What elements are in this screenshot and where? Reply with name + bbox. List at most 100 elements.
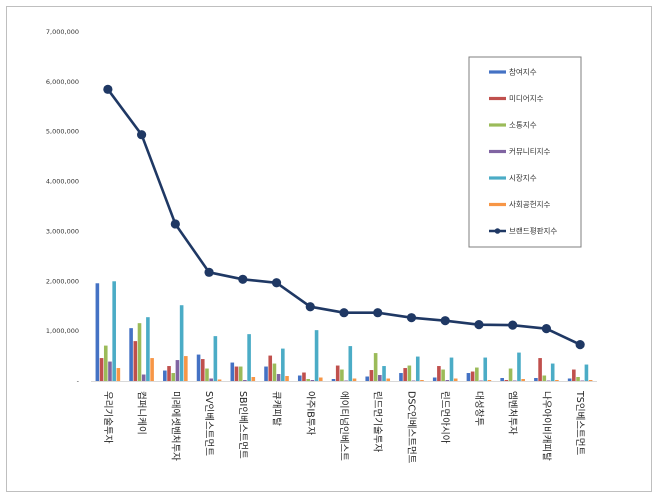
bar-6 [251,377,256,381]
bar-5 [314,330,319,381]
bar-5 [213,336,218,381]
bar-1 [534,378,538,381]
bar-6 [521,379,525,381]
category-label: 엠벤처투자 [507,391,519,435]
bar-1 [129,328,133,381]
bar-6 [116,368,121,381]
bar-3 [137,323,142,381]
legend-label: 커뮤니티지수 [509,147,550,156]
category-label: 큐캐피탈 [271,391,283,426]
bar-6 [555,380,559,381]
bar-3 [542,375,547,381]
legend-box [468,56,582,248]
bar-3 [508,368,513,381]
bar-1 [331,379,336,381]
bar-3 [306,379,310,381]
bar-6 [217,379,222,381]
legend-swatch [489,70,506,74]
chart-frame: - 1,000,000 2,000,000 3,000,000 4,000,000 5,0… [6,6,652,492]
category-label: 우리기술투자 [102,391,113,444]
bar-1 [230,362,235,381]
category-label: 대성창투 [473,391,484,426]
legend-swatch [489,202,506,207]
bar-5 [550,363,555,381]
bar-3 [373,353,378,381]
line-point [474,320,484,330]
bar-2 [538,358,542,381]
legend-label: 미디어지수 [509,93,544,103]
bar-4 [445,380,450,381]
category-label: TS인베스트먼트 [574,390,585,456]
legend-label: 참여지수 [509,67,537,77]
y-tick-label: 7,000,000 [46,28,79,36]
bar-2 [167,366,171,381]
bar-3 [103,345,108,381]
bar-4 [276,374,281,381]
legend-label: 사회공헌지수 [509,200,550,209]
line-point [339,308,349,318]
bar-4 [411,380,416,382]
category-label: SBI인베스트먼트 [237,391,248,459]
line-point [238,274,248,284]
legend-swatch [489,149,506,154]
bar-5 [517,352,521,381]
line-point [204,267,214,277]
y-tick-label: - [77,377,80,385]
legend-line-marker [494,228,501,234]
bar-5 [247,334,251,381]
bar-3 [171,373,176,381]
bar-3 [407,365,412,381]
bar-4 [344,380,348,382]
bar-1 [432,377,437,381]
bar-4 [108,361,112,381]
bar-3 [576,377,580,381]
bar-3 [238,366,243,381]
line-point [541,324,552,334]
bar-2 [470,371,475,381]
category-label: 린드먼기술투자 [372,391,383,452]
bar-5 [146,317,150,381]
bar-4 [512,380,517,382]
bar-3 [441,369,445,381]
bar-5 [415,356,420,381]
bar-6 [285,376,289,381]
line-point [406,313,417,323]
bar-2 [200,359,205,381]
category-label: DSC인베스트먼트 [405,391,416,464]
bar-1 [500,378,504,381]
bar-1 [196,354,201,381]
bar-6 [588,380,593,381]
bar-5 [348,346,353,381]
legend-swatch [489,96,506,101]
line-point [508,320,518,330]
line-point [271,278,282,288]
bar-4 [580,380,585,382]
line-point [170,219,180,229]
bar-1 [163,370,167,381]
bar-6 [386,378,391,381]
bar-6 [184,356,188,381]
category-label: SV인베스트먼트 [203,391,214,456]
bar-1 [567,378,572,381]
line-point [305,302,315,312]
legend-swatch [489,123,506,127]
line-point [103,84,113,94]
bar-2 [335,365,340,381]
legend-label: 소통지수 [509,121,537,130]
y-tick-label: 1,000,000 [46,327,79,335]
bar-2 [437,366,441,381]
bar-4 [243,380,247,381]
bar-1 [365,376,370,381]
bar-5 [112,281,116,381]
legend-swatch [489,176,506,180]
y-tick-label: 6,000,000 [46,78,79,86]
bar-6 [420,380,424,381]
bar-2 [268,355,273,381]
bar-3 [272,363,277,381]
category-label: 에이티넘인베스트 [338,391,349,461]
bar-3 [340,369,344,381]
bar-3 [205,368,209,381]
bar-2 [133,341,138,381]
category-label: 컴퍼니케이 [136,391,148,435]
bar-2 [504,380,509,381]
